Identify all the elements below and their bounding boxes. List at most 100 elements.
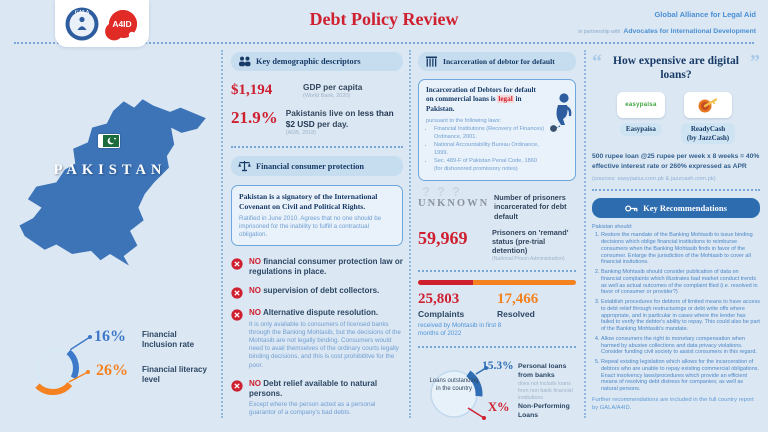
legal-statement: Incarceration of Debtors for default on …	[426, 86, 536, 113]
loans-circle-label: Loans outstanding in the country	[429, 378, 479, 393]
section-divider	[592, 189, 760, 191]
incarceration-column: Incarceration of debtor for default Inca…	[418, 52, 576, 432]
open-quote-icon: “	[592, 51, 602, 73]
law-item: Financial Institutions (Recovery of Fina…	[434, 126, 545, 141]
loan-rate-text: 500 rupee loan @25 rupee per week x 8 we…	[592, 153, 760, 170]
inclusion-rate-value: 16%	[94, 328, 126, 345]
complaints-progress-bar	[418, 280, 576, 286]
resolved-stat: 17,466 Resolved	[497, 291, 576, 319]
key-recommendations-label: Key Recommendations	[643, 203, 727, 213]
a4id-logo-text: A4ID	[112, 19, 131, 29]
readycash-label: ReadyCash (by JazzCash)	[680, 122, 736, 145]
section-divider	[418, 346, 576, 349]
pakistan-map: PAKISTAN	[10, 92, 210, 277]
provider-easypaisa: easypaisa Easypaisa	[616, 91, 665, 145]
logo-card: GALA A4ID	[55, 0, 149, 47]
header-orgs: Global Alliance for Legal Aid in partner…	[578, 10, 756, 39]
country-name: PAKISTAN	[53, 162, 167, 178]
key-recommendations-button: Key Recommendations	[592, 198, 760, 218]
iccpr-statement: Pakistan is a signatory of the Internati…	[239, 192, 378, 211]
iccpr-box: Pakistan is a signatory of the Internati…	[231, 185, 403, 246]
financial-inclusion-chart: 16% Financial Inclusion rate 26% Financi…	[20, 318, 225, 423]
header-divider	[14, 42, 754, 44]
incarceration-badge: Incarceration of debtor for default	[418, 52, 576, 71]
gala-logo: GALA	[65, 7, 98, 40]
column-separator	[409, 50, 411, 418]
close-quote-icon: ”	[750, 51, 760, 73]
gdp-label: GDP per capita	[303, 82, 363, 92]
incarceration-badge-label: Incarceration of debtor for default	[443, 57, 555, 66]
prison-bars-icon	[426, 56, 437, 67]
recommendations-footer: Further recommendations are included in …	[592, 397, 754, 411]
protection-bullet-2: NO supervision of debt collectors.	[231, 286, 403, 300]
readycash-key-icon	[698, 98, 718, 113]
loans-circle-shape	[430, 366, 488, 421]
recommendation-item: Banking Mohtasib should consider publica…	[601, 269, 760, 297]
resolved-value: 17,466	[497, 291, 539, 308]
protection-bullet-4: NO Debt relief available to natural pers…	[231, 379, 403, 418]
complaints-note: received by Mohtasib in first 8 months o…	[418, 322, 502, 338]
iccpr-detail: Ratified in June 2010. Agrees that no on…	[239, 214, 382, 238]
npl-label: Non-Performing Loans	[518, 403, 570, 419]
readycash-logo	[683, 91, 732, 118]
law-item: National Accountability Bureau Ordinance…	[434, 142, 545, 157]
laws-intro: pursuant to the following laws:	[426, 118, 501, 125]
inclusion-rate-label: Financial Inclusion rate	[142, 330, 195, 349]
remand-value: 59,969	[418, 227, 468, 248]
x-circle-icon	[231, 380, 243, 392]
easypaisa-logo: easypaisa	[616, 91, 665, 118]
complaints-stat: 25,803 Complaints	[418, 291, 497, 319]
poverty-label: Pakistanis live on less than $2 USD per …	[285, 108, 394, 129]
protection-bullet-1: NO financial consumer protection law or …	[231, 257, 403, 277]
column-separator	[221, 50, 223, 418]
a4id-logo: A4ID	[104, 9, 137, 40]
remand-source: (National Prison Administration)	[492, 256, 565, 263]
org-name: Global Alliance for Legal Aid	[654, 10, 756, 19]
recommendation-item: Repeal existing legislation which allows…	[601, 359, 760, 393]
recommendations-list: Restore the mandate of the Banking Mohta…	[601, 232, 760, 393]
law-item: Sec. 489-F of Pakistan Penal Code, 1860 …	[434, 158, 545, 173]
recommendation-item: Establish procedures for debtors of limi…	[601, 299, 760, 333]
complaints-value: 25,803	[418, 291, 460, 308]
unknown-prisoners-value: ??? UNKNOWN	[418, 184, 490, 210]
x-circle-icon	[231, 287, 243, 300]
pakistan-map-shape	[19, 99, 206, 266]
easypaisa-logo-text: easypaisa	[625, 101, 657, 108]
prisoner-icon	[550, 93, 572, 132]
page-title: Debt Policy Review	[309, 9, 459, 29]
partnership-prefix: in partnership with	[578, 29, 621, 36]
column-separator	[584, 50, 586, 418]
section-divider	[418, 270, 576, 273]
laws-list: Financial Institutions (Recovery of Fina…	[434, 126, 545, 173]
literacy-level-label: Financial literacy level	[142, 365, 207, 384]
complaints-label: Complaints	[418, 309, 465, 320]
literacy-level-value: 26%	[96, 362, 128, 379]
gdp-value: $1,194	[231, 82, 273, 98]
protection-badge: Financial consumer protection	[231, 156, 403, 177]
digital-loans-heading: “ ” How expensive are digital loans?	[592, 51, 760, 83]
recommendations-intro: Pakistan should:	[592, 224, 633, 230]
digital-loans-title: How expensive are digital loans?	[613, 55, 739, 82]
pakistan-flag-icon	[98, 134, 120, 148]
partner-name: Advocates for International Development	[623, 28, 756, 36]
poverty-source: (ADB, 2018)	[285, 130, 317, 137]
protection-badge-label: Financial consumer protection	[256, 161, 365, 171]
provider-readycash: ReadyCash (by JazzCash)	[680, 91, 736, 145]
demographics-badge: Key demographic descriptors	[231, 52, 403, 71]
remand-label: Prisoners on 'remand' status (pre-trial …	[492, 227, 569, 255]
recommendations-column: “ ” How expensive are digital loans? eas…	[592, 51, 760, 413]
donut-chart-shape	[35, 335, 92, 396]
easypaisa-label: Easypaisa	[619, 122, 662, 136]
resolved-label: Resolved	[497, 309, 535, 320]
demographics-badge-label: Key demographic descriptors	[256, 57, 361, 66]
section-divider	[231, 146, 403, 149]
complaints-unresolved-segment	[418, 280, 474, 286]
unknown-prisoners-label: Number of prisoners incarcerated for deb…	[494, 193, 567, 221]
recommendation-item: Restore the mandate of the Banking Mohta…	[601, 232, 760, 266]
people-icon	[239, 56, 251, 67]
loans-diagram: Loans outstanding in the country 15.3% P…	[418, 356, 576, 432]
x-circle-icon	[231, 309, 243, 322]
personal-loans-label: Personal loans from banks	[518, 363, 567, 379]
gdp-source: (World Bank, 2020)	[303, 93, 351, 100]
